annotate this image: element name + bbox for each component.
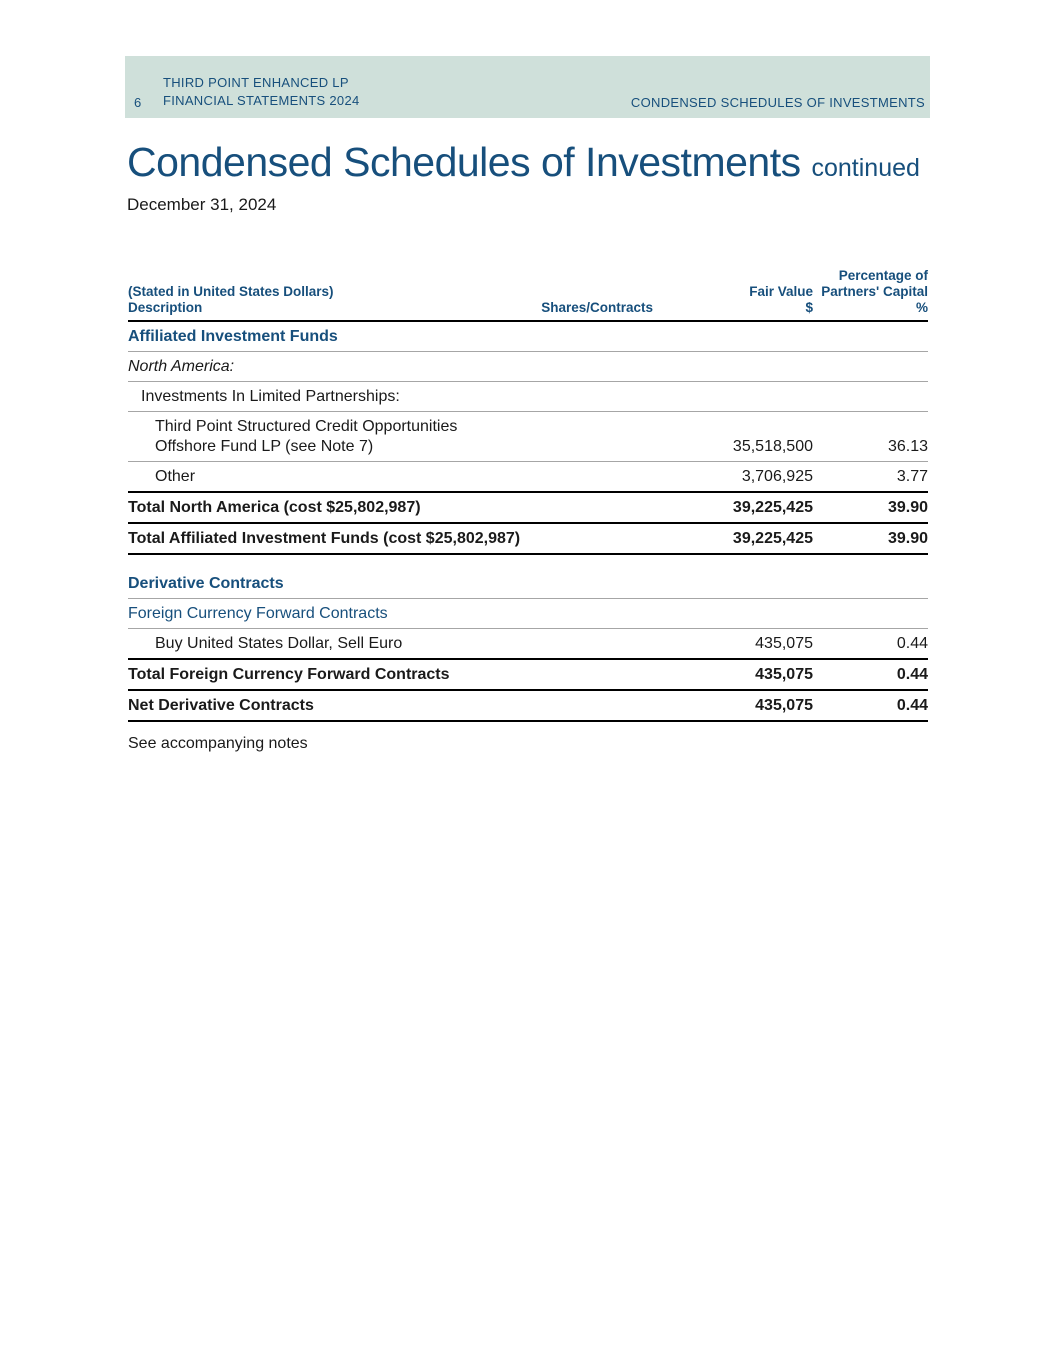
col-header-percent-symbol: % [915,300,928,315]
table-row: Other 3,706,925 3.77 [128,462,928,493]
col-header-stated-in: (Stated in United States Dollars) [128,284,334,299]
col-header-fair-value: Fair Value [749,284,813,299]
table-header: Percentage of (Stated in United States D… [128,268,928,322]
page-title-suffix: continued [811,154,920,182]
page-number: 6 [134,95,142,110]
page-title: Condensed Schedules of Investments conti… [127,139,1027,185]
col-header-percentage-of: Percentage of [838,268,928,283]
col-header-shares-contracts: Shares/Contracts [541,300,653,315]
table-row: Third Point Structured Credit Opportunit… [128,412,928,462]
table-row: Affiliated Investment Funds [128,322,928,352]
col-header-partners-capital: Partners' Capital [821,284,928,299]
table-header-line1: Percentage of [128,268,928,284]
table-row: Net Derivative Contracts 435,075 0.44 [128,691,928,722]
table-header-line2: (Stated in United States Dollars) Fair V… [128,284,928,300]
table-row: Total Foreign Currency Forward Contracts… [128,660,928,691]
header-section-label: CONDENSED SCHEDULES OF INVESTMENTS [630,95,925,110]
table-row: Buy United States Dollar, Sell Euro 435,… [128,629,928,660]
header-band: 6 THIRD POINT ENHANCED LP FINANCIAL STAT… [125,56,930,118]
col-header-description: Description [128,300,203,315]
title-block: Condensed Schedules of Investments conti… [127,139,1027,215]
report-date: December 31, 2024 [127,195,277,215]
table-row: North America: [128,352,928,382]
col-header-dollar-symbol: $ [805,300,813,315]
header-brand-line1: THIRD POINT ENHANCED LP [163,75,349,90]
schedule-table: Percentage of (Stated in United States D… [128,268,928,753]
header-brand-block: THIRD POINT ENHANCED LP FINANCIAL STATEM… [163,74,360,110]
table-row: Investments In Limited Partnerships: [128,382,928,412]
table-header-line3: Description Shares/Contracts $ % [128,300,928,316]
page-title-main: Condensed Schedules of Investments [127,139,801,185]
table-row: Total Affiliated Investment Funds (cost … [128,524,928,555]
table-row: Derivative Contracts [128,569,928,599]
accompanying-notes-text: See accompanying notes [128,735,308,752]
table-row: Foreign Currency Forward Contracts [128,599,928,629]
header-brand-line2: FINANCIAL STATEMENTS 2024 [163,93,360,108]
table-row: Total North America (cost $25,802,987) 3… [128,493,928,524]
